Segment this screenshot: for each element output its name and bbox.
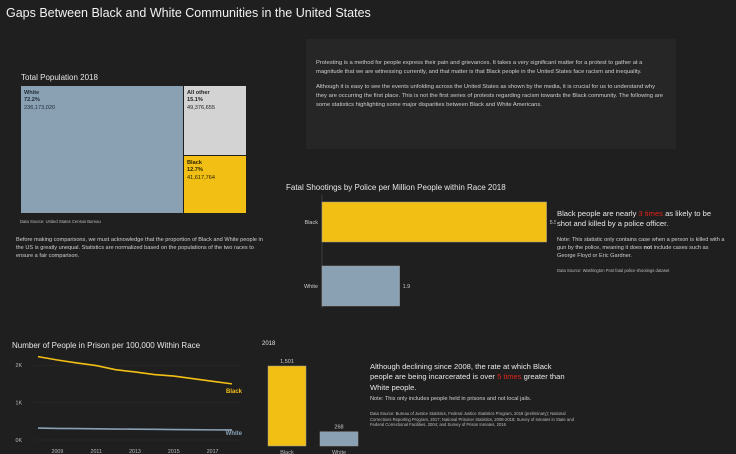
intro-paragraph-1: Protesting is a method for people expres…	[316, 60, 643, 75]
treemap-count: 41,617,764	[187, 174, 215, 181]
prison-note: Note: This only includes people held in …	[370, 396, 532, 402]
category-label: Black	[305, 220, 319, 226]
page-title: Gaps Between Black and White Communities…	[6, 6, 371, 20]
series-line-black	[37, 355, 233, 385]
prison-callout: Although declining since 2008, the rate …	[370, 362, 570, 393]
x-tick-label: 2009	[52, 449, 64, 454]
x-tick-label: 2017	[207, 449, 219, 454]
value-label: 5.5	[550, 220, 556, 226]
category-label: White	[304, 284, 318, 290]
shootings-chart: Black 5.5 White 1.9	[304, 195, 556, 308]
prison-source: Data Source: Bureau of Justice Statistic…	[370, 411, 574, 428]
intro-paragraph-2: Although it is easy to see the events un…	[316, 84, 663, 108]
treemap-pct: 12.7%	[187, 167, 203, 174]
shootings-source: Data Source: Washington Post fatal polic…	[557, 268, 670, 273]
population-source: Data Source: United States Census Bureau	[20, 219, 101, 224]
prison-line-title: Number of People in Prison per 100,000 W…	[12, 341, 201, 350]
shootings-note: Note: This statistic only contains case …	[557, 236, 727, 260]
bar-white	[319, 431, 359, 447]
treemap-label: White	[24, 90, 40, 96]
treemap-pct: 15.1%	[187, 97, 203, 104]
callout-text: Black people are nearly	[557, 209, 639, 218]
shootings-callout: Black people are nearly 3 times as likel…	[557, 209, 727, 230]
value-label: 1,501	[280, 359, 294, 365]
population-note: Before making comparisons, we must ackno…	[16, 237, 263, 260]
callout-text: as likely to be shot and killed by a pol…	[557, 209, 712, 229]
treemap-label: All other	[187, 90, 210, 96]
treemap-cell-other[interactable]: All other 15.1% 49,376,655	[184, 86, 246, 155]
value-label: 1.9	[403, 284, 411, 290]
treemap-count: 49,376,655	[187, 104, 215, 111]
x-tick-label: 2013	[129, 449, 141, 454]
prison-bar-chart: 1,501 Black 268 White	[267, 359, 359, 454]
callout-text: Although declining since 2008, the rate …	[370, 362, 552, 382]
x-tick-label: 2011	[91, 449, 102, 454]
series-label: Black	[226, 389, 243, 395]
series-label: White	[226, 431, 243, 437]
treemap-label: Black	[187, 160, 202, 166]
series-line-white	[37, 427, 233, 431]
callout-highlight: 5 times	[497, 372, 522, 382]
population-heading: Total Population 2018	[21, 73, 98, 82]
y-tick-label: 0K	[16, 438, 23, 444]
treemap-count: 236,173,020	[24, 104, 56, 111]
category-label: White	[332, 450, 346, 454]
callout-highlight: 3 times	[638, 209, 663, 218]
y-tick-label: 2K	[16, 363, 23, 369]
bar-black	[321, 201, 547, 243]
note-text: Note: This statistic only contains case …	[557, 237, 725, 252]
treemap-cell-black[interactable]: Black 12.7% 41,617,764	[184, 156, 246, 213]
prison-line-chart: 0K 1K 2K 2009 2011 2013 2015 2017 Black White	[16, 355, 243, 454]
note-text: include cases such as George Floyd or Er…	[557, 245, 709, 260]
note-bold: not	[643, 245, 653, 252]
y-tick-label: 1K	[16, 401, 23, 407]
value-label: 268	[334, 425, 343, 431]
category-label: Black	[280, 450, 294, 454]
x-tick-label: 2015	[168, 449, 180, 454]
prison-bar-heading: 2018	[262, 341, 276, 347]
bar-black	[267, 365, 307, 447]
intro-box: Protesting is a method for people expres…	[306, 39, 676, 149]
bar-white	[321, 265, 400, 307]
treemap-pct: 72.2%	[24, 97, 40, 104]
treemap-cell-white[interactable]: White 72.2% 236,173,020	[21, 86, 183, 213]
shootings-chart-title: Fatal Shootings by Police per Million Pe…	[286, 183, 506, 192]
callout-text: greater than White people.	[370, 372, 565, 392]
population-treemap: White 72.2% 236,173,020 All other 15.1% …	[21, 86, 246, 213]
